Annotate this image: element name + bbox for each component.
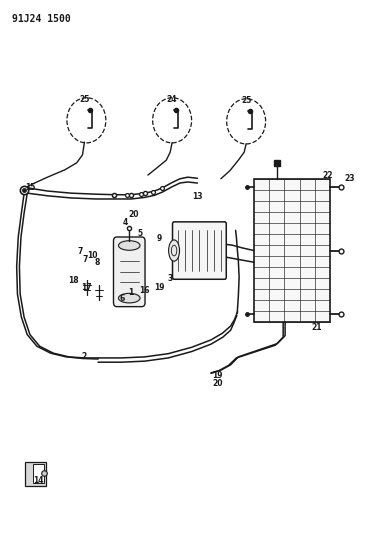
Text: 25: 25 (79, 94, 90, 103)
Text: 19: 19 (154, 283, 165, 292)
Text: 24: 24 (167, 94, 178, 103)
FancyBboxPatch shape (113, 237, 145, 306)
Text: 3: 3 (168, 273, 173, 282)
Ellipse shape (118, 241, 140, 251)
Text: 19: 19 (212, 371, 222, 380)
Text: 14: 14 (34, 477, 44, 485)
Text: 9: 9 (157, 234, 162, 243)
Text: 8: 8 (95, 258, 100, 266)
Text: 16: 16 (140, 286, 150, 295)
Text: 2: 2 (82, 352, 87, 361)
Bar (254, 179, 330, 322)
Text: 13: 13 (192, 192, 203, 201)
Ellipse shape (118, 293, 140, 303)
Text: 20: 20 (128, 211, 138, 220)
Text: 1: 1 (129, 287, 134, 296)
Text: 6: 6 (120, 294, 125, 303)
Text: 10: 10 (87, 252, 97, 260)
Text: 21: 21 (311, 323, 321, 332)
Ellipse shape (169, 240, 179, 261)
Bar (25, 462, 46, 486)
Bar (32, 464, 43, 483)
Text: 23: 23 (344, 174, 355, 183)
Text: 15: 15 (25, 183, 35, 192)
Text: 25: 25 (241, 95, 251, 104)
Text: 7: 7 (78, 247, 83, 256)
Text: 5: 5 (138, 229, 143, 238)
Text: 4: 4 (123, 219, 128, 228)
Text: 17: 17 (81, 283, 92, 292)
FancyBboxPatch shape (172, 222, 226, 279)
Text: 22: 22 (323, 171, 333, 180)
Text: 7: 7 (83, 255, 88, 264)
Text: 18: 18 (69, 276, 79, 285)
Text: 20: 20 (212, 379, 223, 388)
Text: 91J24 1500: 91J24 1500 (13, 14, 71, 24)
